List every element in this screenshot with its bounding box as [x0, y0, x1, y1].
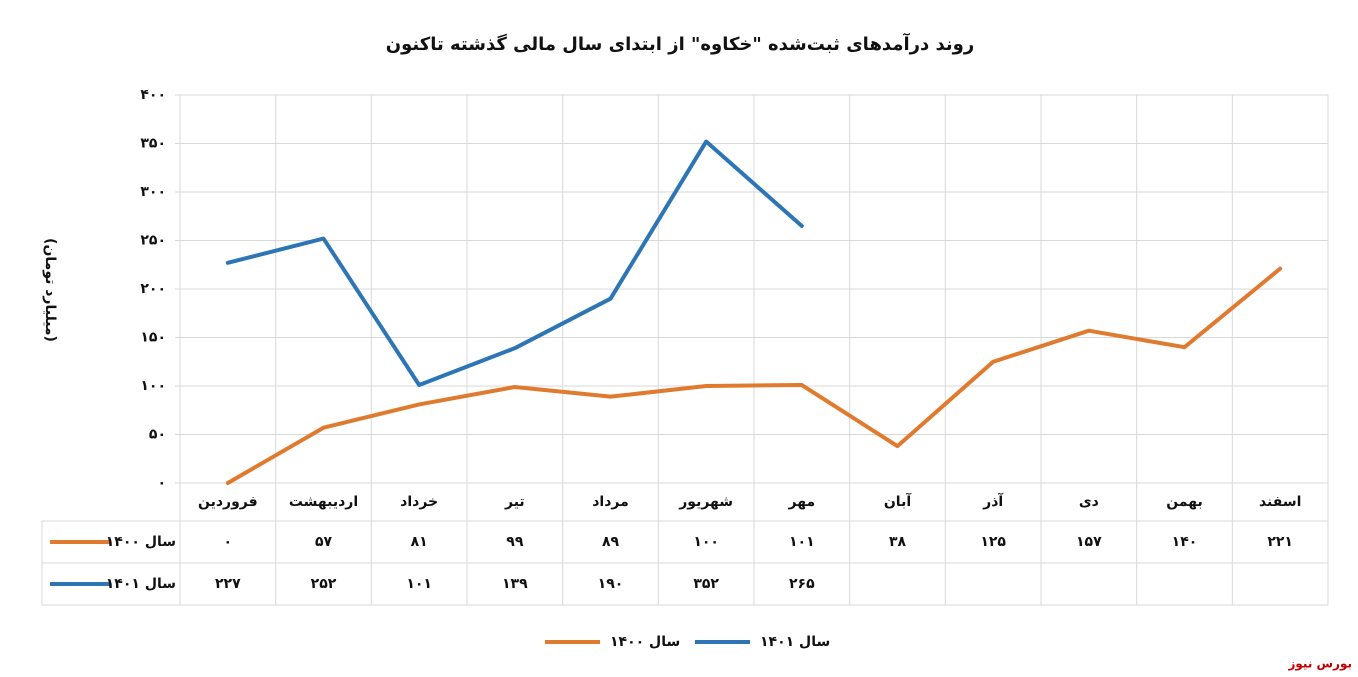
table-value: ۱۳۹ [502, 576, 528, 592]
table-value: ۲۲۱ [1267, 534, 1293, 550]
legend-label: سال ۱۴۰۰ [610, 634, 680, 650]
y-tick-label: ۰ [157, 475, 166, 491]
y-tick-label: ۳۵۰ [140, 136, 166, 152]
x-tick-label: شهریور [678, 494, 733, 510]
x-tick-label: دی [1079, 494, 1099, 510]
x-tick-label: اردیبهشت [289, 494, 358, 510]
series-line [225, 266, 1283, 485]
table-value: ۸۹ [602, 534, 620, 550]
y-tick-label: ۱۰۰ [140, 378, 166, 394]
table-value: ۸۱ [411, 534, 428, 550]
x-tick-label: آذر [982, 492, 1004, 510]
x-tick-label: مرداد [592, 494, 629, 510]
x-tick-label: خرداد [400, 494, 438, 510]
legend-label: سال ۱۴۰۱ [760, 634, 830, 650]
x-tick-label: فروردین [198, 494, 258, 510]
x-tick-label: اسفند [1259, 494, 1301, 510]
x-tick-label: آبان [884, 492, 912, 510]
table-value: ۹۹ [506, 534, 524, 550]
y-tick-label: ۴۰۰ [140, 87, 166, 103]
y-tick-label: ۱۵۰ [140, 330, 166, 346]
y-tick-label: ۵۰ [149, 427, 166, 443]
table-value: ۲۵۲ [311, 576, 337, 592]
table-value: ۱۰۰ [693, 534, 719, 550]
table-value: ۲۲۷ [215, 576, 241, 592]
y-axis-label: (میلیارد تومان) [42, 238, 58, 342]
table-value: ۰ [224, 534, 233, 550]
series-line [225, 139, 804, 388]
table-value: ۳۵۲ [693, 576, 719, 592]
y-tick-label: ۳۰۰ [140, 184, 166, 200]
y-tick-label: ۲۰۰ [140, 281, 166, 297]
row-header: سال ۱۴۰۰ [106, 534, 176, 550]
row-header: سال ۱۴۰۱ [106, 576, 176, 592]
table-value: ۱۴۰ [1172, 534, 1198, 550]
table-value: ۱۰۱ [406, 576, 432, 592]
x-tick-label: بهمن [1166, 494, 1202, 510]
table-value: ۱۵۷ [1076, 534, 1102, 550]
table-value: ۱۲۵ [980, 534, 1006, 550]
table-value: ۱۰۱ [789, 534, 815, 550]
y-tick-label: ۲۵۰ [140, 233, 166, 249]
table-value: ۳۸ [889, 534, 907, 550]
chart-title: روند درآمدهای ثبت‌شده "خکاوه" از ابتدای … [386, 32, 974, 55]
table-value: ۲۶۵ [789, 576, 815, 592]
x-tick-label: مهر [788, 494, 816, 510]
table-value: ۵۷ [315, 534, 333, 550]
table-value: ۱۹۰ [598, 576, 624, 592]
x-tick-label: تیر [504, 494, 525, 510]
source: بورس نیوز [1287, 657, 1352, 672]
